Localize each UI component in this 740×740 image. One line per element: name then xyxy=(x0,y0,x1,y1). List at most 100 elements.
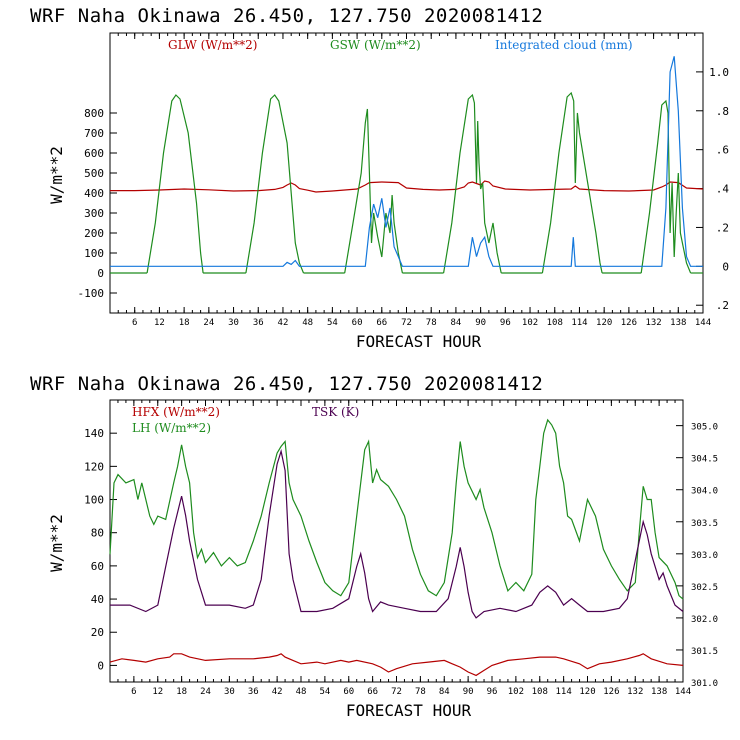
legend-series-hfx: HFX (W/m**2) xyxy=(132,405,220,419)
x-tick-label: 54 xyxy=(319,687,330,697)
x-tick-label: 36 xyxy=(248,687,259,697)
x-tick-label: 144 xyxy=(675,687,691,697)
y-axis-label: W/m**2 xyxy=(47,514,66,572)
y-tick-label: 200 xyxy=(84,227,104,240)
x-tick-label: 102 xyxy=(508,687,524,697)
y2-tick-label: 301.5 xyxy=(691,647,718,657)
y2-tick-label: 303.5 xyxy=(691,519,718,529)
chart-title: WRF Naha Okinawa 26.450, 127.750 2020081… xyxy=(30,373,543,395)
y-tick-label: 700 xyxy=(84,127,104,140)
plot-frame xyxy=(109,399,684,683)
x-tick-label: 6 xyxy=(132,318,137,328)
y-tick-label: 120 xyxy=(84,460,104,473)
series-gsw-line xyxy=(640,99,692,274)
y-tick-label: 80 xyxy=(91,527,104,540)
x-tick-label: 84 xyxy=(450,318,461,328)
x-tick-label: 90 xyxy=(463,687,474,697)
y2-tick-label: .2 xyxy=(716,299,729,312)
legend-series-gsw: GSW (W/m**2) xyxy=(330,38,421,52)
chart-panel-1: WRF Naha Okinawa 26.450, 127.750 2020081… xyxy=(30,5,729,351)
series-gsw-line xyxy=(146,94,204,274)
y2-tick-label: .6 xyxy=(716,144,729,157)
x-tick-label: 30 xyxy=(224,687,235,697)
y2-tick-label: 0 xyxy=(722,260,729,273)
series-gsw-line xyxy=(344,108,403,274)
x-tick-label: 120 xyxy=(596,318,612,328)
x-tick-label: 96 xyxy=(500,318,511,328)
legend-series-integrated: Integrated cloud (mm) xyxy=(495,38,633,52)
legend-series-lh: LH (W/m**2) xyxy=(132,421,211,435)
y2-tick-label: 1.0 xyxy=(709,66,729,79)
y-tick-label: -100 xyxy=(78,287,105,300)
y2-tick-label: 302.5 xyxy=(691,583,718,593)
series-gsw-line xyxy=(443,93,502,274)
y-tick-label: 100 xyxy=(84,494,104,507)
x-tick-label: 132 xyxy=(627,687,643,697)
y2-tick-label: 304.0 xyxy=(691,487,718,497)
x-tick-label: 138 xyxy=(670,318,686,328)
y-tick-label: 40 xyxy=(91,593,104,606)
x-tick-label: 114 xyxy=(555,687,571,697)
x-tick-label: 126 xyxy=(621,318,637,328)
x-tick-label: 96 xyxy=(487,687,498,697)
series-glw-line xyxy=(110,180,704,193)
x-tick-label: 48 xyxy=(296,687,307,697)
x-axis-label: FORECAST HOUR xyxy=(346,701,472,720)
x-tick-label: 48 xyxy=(302,318,313,328)
x-tick-label: 6 xyxy=(131,687,136,697)
chart-panel-2: WRF Naha Okinawa 26.450, 127.750 2020081… xyxy=(30,373,718,720)
series-tsk-line xyxy=(110,448,684,619)
y-tick-label: 140 xyxy=(84,427,104,440)
x-tick-label: 36 xyxy=(253,318,264,328)
x-tick-label: 144 xyxy=(695,318,711,328)
x-tick-label: 108 xyxy=(532,687,548,697)
y2-tick-label: 304.5 xyxy=(691,455,718,465)
x-tick-label: 126 xyxy=(603,687,619,697)
series-lh-line xyxy=(109,418,684,600)
y-tick-label: 100 xyxy=(84,247,104,260)
series-gsw-line xyxy=(245,94,305,274)
x-tick-label: 114 xyxy=(571,318,587,328)
x-tick-label: 60 xyxy=(343,687,354,697)
x-tick-label: 60 xyxy=(352,318,363,328)
x-tick-label: 54 xyxy=(327,318,338,328)
x-tick-label: 78 xyxy=(426,318,437,328)
x-tick-label: 18 xyxy=(176,687,187,697)
legend-series-glw: GLW (W/m**2) xyxy=(168,38,257,52)
y-tick-label: 400 xyxy=(84,187,104,200)
x-tick-label: 66 xyxy=(367,687,378,697)
series-hfx-line xyxy=(109,653,684,677)
y2-tick-label: 301.0 xyxy=(691,679,718,689)
y-tick-label: 600 xyxy=(84,147,104,160)
series-integrated-line xyxy=(110,56,703,267)
y-tick-label: 60 xyxy=(91,560,104,573)
x-tick-label: 84 xyxy=(439,687,450,697)
x-tick-label: 72 xyxy=(401,318,412,328)
y-tick-label: 300 xyxy=(84,207,104,220)
x-tick-label: 108 xyxy=(547,318,563,328)
y-tick-label: 20 xyxy=(91,626,104,639)
legend-series-tsk: TSK (K) xyxy=(312,405,359,419)
x-tick-label: 78 xyxy=(415,687,426,697)
x-axis-label: FORECAST HOUR xyxy=(356,332,482,351)
x-tick-label: 24 xyxy=(203,318,214,328)
x-tick-label: 132 xyxy=(645,318,661,328)
x-tick-label: 42 xyxy=(272,687,283,697)
plot-frame xyxy=(109,32,704,314)
y-axis-label: W/m**2 xyxy=(47,146,66,204)
series-gsw-line xyxy=(541,91,603,274)
x-tick-label: 18 xyxy=(179,318,190,328)
y2-tick-label: 302.0 xyxy=(691,615,718,625)
x-tick-label: 30 xyxy=(228,318,239,328)
x-tick-label: 42 xyxy=(278,318,289,328)
x-tick-label: 66 xyxy=(376,318,387,328)
y-tick-label: 800 xyxy=(84,107,104,120)
x-tick-label: 102 xyxy=(522,318,538,328)
x-tick-label: 24 xyxy=(200,687,211,697)
x-tick-label: 12 xyxy=(154,318,165,328)
y2-tick-label: .2 xyxy=(716,221,729,234)
y2-tick-label: .8 xyxy=(716,105,729,118)
x-tick-label: 72 xyxy=(391,687,402,697)
